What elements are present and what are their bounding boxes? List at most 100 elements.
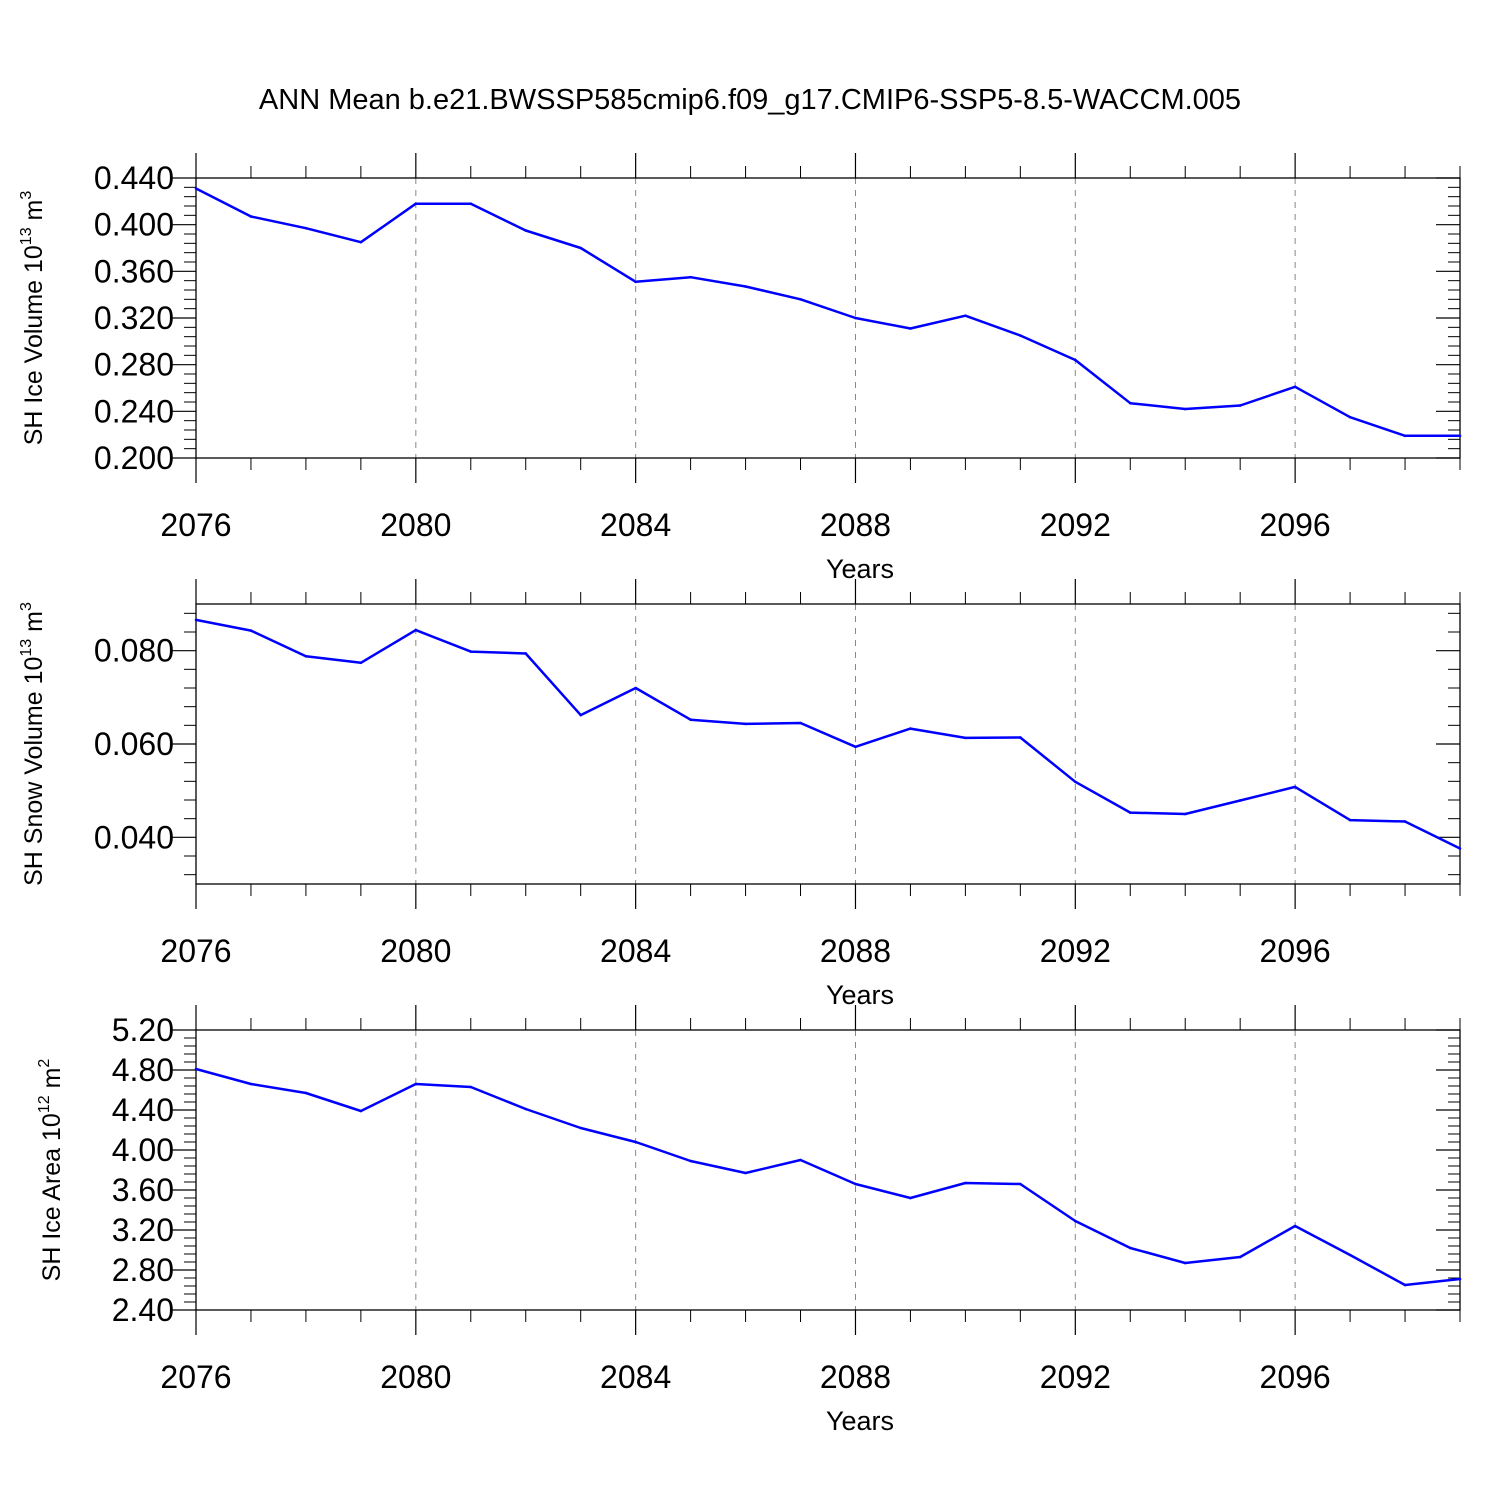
data-point <box>524 229 528 232</box>
data-point <box>1348 818 1352 822</box>
chart-panel-3: 2076 2080 2084 2088 2092 2096 2.40 2.80 3.20 3.60… <box>36 1005 1462 1436</box>
data-point <box>1238 404 1242 407</box>
x-tick-label: 2092 <box>1040 507 1111 543</box>
data-point <box>744 1171 747 1175</box>
data-point <box>1458 847 1462 850</box>
data-point <box>194 187 198 190</box>
data-point <box>799 298 802 301</box>
x-tick-label: 2096 <box>1260 933 1331 969</box>
data-point <box>909 1196 912 1200</box>
data-point <box>1074 358 1077 362</box>
data-point <box>689 718 692 722</box>
y-tick-label: 0.080 <box>94 633 174 669</box>
y-axis-label: SH Ice Volume 1013 m3 <box>18 191 48 446</box>
x-axis-label: Years <box>826 1406 894 1436</box>
data-point <box>194 618 198 622</box>
data-point <box>1403 434 1407 438</box>
data-point <box>744 722 747 726</box>
data-point <box>854 745 857 749</box>
y-tick-label: 0.320 <box>94 300 174 336</box>
data-point <box>1019 334 1022 337</box>
data-point <box>359 240 363 244</box>
chart-panel-1: 2076 2080 2084 2088 2092 2096 0.200 0.240 0.280 0… <box>18 153 1462 584</box>
y-tick-label: 0.360 <box>94 253 174 289</box>
data-point <box>964 736 967 740</box>
x-tick-label: 2076 <box>160 1359 231 1395</box>
data-point <box>194 1067 198 1071</box>
x-tick-label: 2084 <box>600 1359 671 1395</box>
y-axis-label-unit-exponent: 3 <box>18 602 35 611</box>
y-axis-label-unit-exponent: 3 <box>18 191 35 200</box>
data-point <box>1074 780 1077 784</box>
y-axis-label-unit-exponent: 2 <box>36 1059 53 1068</box>
data-point <box>689 1159 692 1163</box>
data-point <box>1403 820 1407 823</box>
y-tick-label: 3.60 <box>112 1172 174 1208</box>
data-point <box>1348 415 1352 419</box>
data-point <box>1458 1277 1462 1281</box>
data-point <box>799 1158 802 1162</box>
y-tick-label: 0.280 <box>94 347 174 383</box>
y-tick-label: 4.00 <box>112 1132 174 1168</box>
data-point <box>689 275 692 279</box>
y-tick-label: 4.40 <box>112 1092 174 1128</box>
data-point <box>1074 1219 1077 1223</box>
data-point <box>854 1182 857 1186</box>
y-axis-label-text: SH Ice Volume 10 <box>20 245 48 445</box>
y-tick-label: 4.80 <box>112 1052 174 1088</box>
x-tick-label: 2088 <box>820 1359 891 1395</box>
x-tick-label: 2088 <box>820 933 891 969</box>
y-tick-label: 0.400 <box>94 207 174 243</box>
data-point <box>579 713 582 717</box>
data-point <box>634 280 637 284</box>
page-title: ANN Mean b.e21.BWSSP585cmip6.f09_g17.CMI… <box>258 84 1242 116</box>
plot-frame <box>195 177 1461 459</box>
y-axis-label-unit: m <box>20 611 48 639</box>
x-tick-label: 2084 <box>600 507 671 543</box>
data-point <box>1293 385 1297 389</box>
data-point <box>909 727 912 730</box>
y-axis-label-unit: m <box>38 1068 66 1096</box>
data-point <box>414 202 418 205</box>
y-axis-label-exponent: 13 <box>18 227 35 245</box>
data-point <box>414 1082 418 1086</box>
data-point <box>1128 811 1132 814</box>
data-point <box>1293 785 1297 789</box>
y-tick-label: 0.040 <box>94 819 174 855</box>
x-tick-label: 2088 <box>820 507 891 543</box>
data-point <box>469 650 473 653</box>
data-point <box>524 1107 528 1111</box>
data-point <box>304 654 308 658</box>
data-point <box>744 285 747 288</box>
x-tick-label: 2080 <box>380 507 451 543</box>
x-tick-label: 2084 <box>600 933 671 969</box>
data-point <box>1238 799 1242 802</box>
data-point <box>1128 401 1132 405</box>
data-point <box>1403 1283 1407 1287</box>
y-tick-label: 5.20 <box>112 1012 174 1048</box>
data-point <box>249 215 253 218</box>
data-point <box>359 661 363 665</box>
data-point <box>1238 1255 1242 1259</box>
y-tick-label: 2.80 <box>112 1252 174 1288</box>
y-axis-label-exponent: 12 <box>36 1095 53 1113</box>
data-point <box>304 226 308 230</box>
y-axis-label-unit: m <box>20 200 48 228</box>
data-point <box>799 721 802 725</box>
data-point <box>414 628 418 632</box>
data-point <box>854 316 857 320</box>
series-line <box>195 1067 1461 1287</box>
data-point <box>249 1082 253 1086</box>
y-tick-label: 0.240 <box>94 393 174 429</box>
data-point <box>359 1109 363 1113</box>
data-point <box>1183 407 1187 411</box>
x-tick-label: 2092 <box>1040 933 1111 969</box>
y-axis-label-text: SH Ice Area 10 <box>38 1113 66 1281</box>
data-point <box>1183 1261 1187 1265</box>
series-line <box>195 187 1460 438</box>
x-tick-label: 2080 <box>380 933 451 969</box>
data-point <box>579 1126 582 1130</box>
data-point <box>304 1091 308 1095</box>
series-line <box>195 618 1461 850</box>
